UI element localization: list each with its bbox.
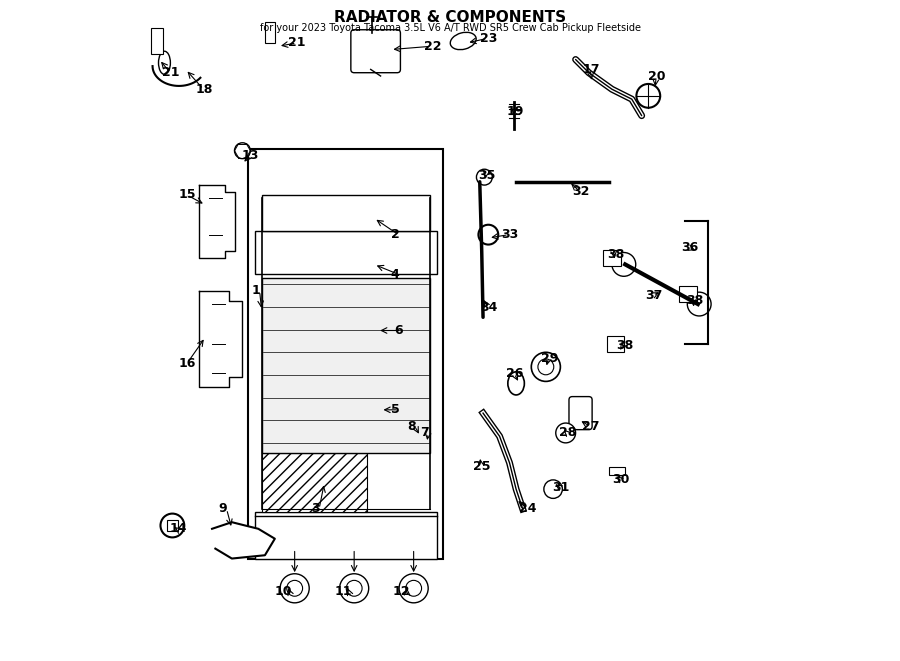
Text: 36: 36	[681, 241, 698, 254]
Text: 26: 26	[506, 367, 524, 380]
Text: 22: 22	[424, 40, 441, 53]
Text: 28: 28	[559, 426, 576, 440]
Bar	[262, 453, 367, 512]
Text: 21: 21	[163, 66, 180, 79]
Circle shape	[544, 480, 562, 498]
Ellipse shape	[450, 32, 476, 50]
Text: 18: 18	[195, 83, 213, 96]
Ellipse shape	[508, 371, 525, 395]
Circle shape	[688, 292, 711, 316]
Text: 6: 6	[394, 324, 402, 337]
Text: 1: 1	[252, 284, 260, 297]
Text: 24: 24	[519, 502, 537, 516]
Bar	[255, 512, 436, 559]
Text: 14: 14	[169, 522, 186, 535]
Bar	[607, 336, 624, 352]
Bar	[262, 278, 430, 453]
Circle shape	[531, 352, 561, 381]
Bar	[265, 22, 274, 43]
Text: 23: 23	[480, 32, 497, 45]
Circle shape	[479, 225, 499, 245]
Bar	[603, 250, 620, 266]
Text: 13: 13	[242, 149, 259, 162]
Text: 2: 2	[391, 228, 400, 241]
Circle shape	[160, 514, 184, 537]
Circle shape	[339, 574, 369, 603]
Bar	[255, 231, 436, 274]
Circle shape	[399, 574, 428, 603]
Bar	[167, 520, 177, 531]
Bar	[680, 286, 697, 302]
Text: 25: 25	[473, 459, 491, 473]
Text: 9: 9	[219, 502, 228, 516]
Circle shape	[612, 253, 635, 276]
Circle shape	[235, 143, 250, 159]
Bar	[608, 467, 626, 475]
Text: 7: 7	[420, 426, 429, 440]
Circle shape	[346, 580, 362, 596]
Text: 4: 4	[391, 268, 400, 281]
Text: 8: 8	[407, 420, 416, 433]
Bar	[262, 195, 430, 231]
Text: 33: 33	[501, 228, 518, 241]
Text: 12: 12	[392, 585, 410, 598]
FancyBboxPatch shape	[351, 30, 400, 73]
FancyBboxPatch shape	[569, 397, 592, 430]
Circle shape	[556, 423, 576, 443]
Bar	[248, 149, 444, 559]
Text: 27: 27	[582, 420, 599, 433]
Circle shape	[406, 580, 421, 596]
Text: for your 2023 Toyota Tacoma 3.5L V6 A/T RWD SR5 Crew Cab Pickup Fleetside: for your 2023 Toyota Tacoma 3.5L V6 A/T …	[259, 23, 641, 33]
Text: 3: 3	[311, 502, 320, 516]
Polygon shape	[212, 522, 274, 559]
Text: 38: 38	[687, 294, 704, 307]
Text: 21: 21	[288, 36, 306, 50]
Text: 5: 5	[391, 403, 400, 416]
Circle shape	[538, 359, 554, 375]
Text: 10: 10	[274, 585, 292, 598]
Text: 20: 20	[648, 69, 666, 83]
Circle shape	[476, 169, 492, 185]
Text: 35: 35	[478, 169, 495, 182]
Text: 11: 11	[334, 585, 352, 598]
Text: 34: 34	[480, 301, 497, 314]
Text: 17: 17	[582, 63, 599, 76]
Text: 37: 37	[645, 289, 662, 302]
Bar	[151, 28, 163, 54]
Circle shape	[636, 84, 661, 108]
Text: 29: 29	[541, 352, 558, 365]
Text: 15: 15	[179, 188, 196, 202]
Text: 38: 38	[616, 338, 634, 352]
Circle shape	[280, 574, 310, 603]
Text: RADIATOR & COMPONENTS: RADIATOR & COMPONENTS	[334, 10, 566, 25]
Text: 30: 30	[612, 473, 629, 486]
Text: 32: 32	[572, 185, 590, 198]
Ellipse shape	[158, 51, 170, 74]
Circle shape	[287, 580, 302, 596]
Text: 31: 31	[553, 481, 570, 494]
Text: 19: 19	[506, 104, 524, 118]
Text: 38: 38	[608, 248, 625, 261]
Text: 16: 16	[179, 357, 196, 370]
